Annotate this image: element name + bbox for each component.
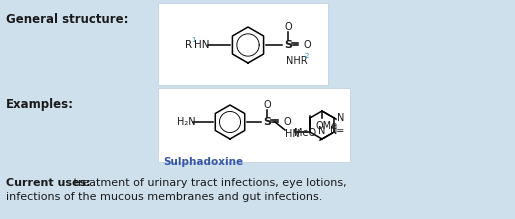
Text: 2: 2 <box>305 53 310 59</box>
Text: Sulphadoxine: Sulphadoxine <box>163 157 243 167</box>
Text: infections of the mucous membranes and gut infections.: infections of the mucous membranes and g… <box>6 192 322 202</box>
Text: N═: N═ <box>330 126 344 136</box>
Text: O: O <box>303 40 311 50</box>
Text: 1: 1 <box>191 37 196 43</box>
Text: General structure:: General structure: <box>6 13 129 26</box>
Text: treatment of urinary tract infections, eye lotions,: treatment of urinary tract infections, e… <box>70 178 347 188</box>
Text: O: O <box>263 100 271 110</box>
Text: S: S <box>263 117 271 127</box>
FancyBboxPatch shape <box>158 3 328 85</box>
Text: Current uses:: Current uses: <box>6 178 91 188</box>
Text: HN: HN <box>285 129 300 139</box>
Text: S: S <box>284 40 292 50</box>
Text: H₂N: H₂N <box>177 117 196 127</box>
Text: O: O <box>284 22 292 32</box>
Text: O: O <box>283 117 290 127</box>
Text: Examples:: Examples: <box>6 98 74 111</box>
FancyBboxPatch shape <box>158 88 350 162</box>
Text: N: N <box>337 113 345 123</box>
Text: OMe: OMe <box>316 121 338 131</box>
Text: HN: HN <box>194 40 210 50</box>
Text: N: N <box>318 126 325 136</box>
Text: R: R <box>185 40 192 50</box>
Text: MeO: MeO <box>294 128 316 138</box>
Text: NHR: NHR <box>286 56 307 66</box>
